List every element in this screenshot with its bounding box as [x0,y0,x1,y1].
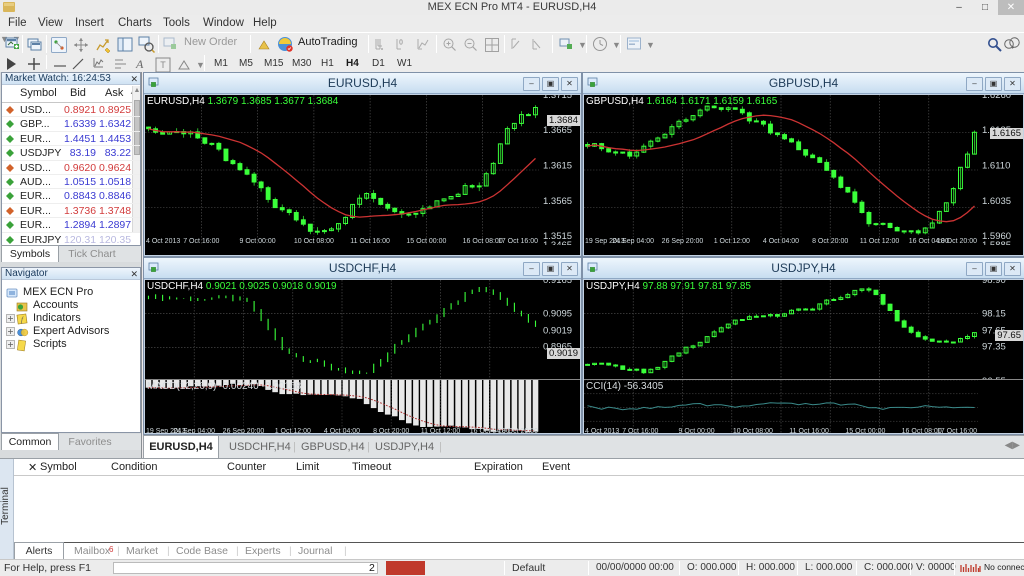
svg-text:24 Sep 04:00: 24 Sep 04:00 [173,428,215,433]
svg-text:11 Oct 16:00: 11 Oct 16:00 [789,428,829,433]
svg-text:4 Oct 2013: 4 Oct 2013 [146,238,180,245]
svg-text:11 Oct 16:00: 11 Oct 16:00 [350,238,390,245]
svg-text:11 Oct 12:00: 11 Oct 12:00 [860,238,900,245]
svg-text:26 Sep 20:00: 26 Sep 20:00 [662,238,704,245]
svg-text:97.35: 97.35 [982,342,1006,353]
svg-text:16 Oct 08:00: 16 Oct 08:00 [463,238,503,245]
svg-text:0.9165: 0.9165 [543,280,572,286]
svg-text:15 Oct 00:00: 15 Oct 00:00 [406,238,446,245]
svg-text:18 Oct 20:00: 18 Oct 20:00 [937,238,977,245]
svg-text:1 Oct 12:00: 1 Oct 12:00 [275,428,311,433]
svg-text:1.6110: 1.6110 [982,161,1010,172]
svg-text:17 Oct 16:00: 17 Oct 16:00 [937,428,977,433]
svg-text:1.3565: 1.3565 [543,196,572,207]
svg-text:15 Oct 00:00: 15 Oct 00:00 [845,428,885,433]
svg-text:16 Oct 08:00: 16 Oct 08:00 [902,428,942,433]
svg-text:1.3465: 1.3465 [543,240,572,245]
svg-text:0.9019: 0.9019 [543,326,572,337]
svg-text:8 Oct 20:00: 8 Oct 20:00 [373,428,409,433]
svg-text:98.90: 98.90 [982,280,1006,286]
svg-text:9 Oct 00:00: 9 Oct 00:00 [678,428,714,433]
svg-text:T: T [160,60,166,70]
svg-text:10 Oct 08:00: 10 Oct 08:00 [294,238,334,245]
svg-text:8 Oct 20:00: 8 Oct 20:00 [812,238,848,245]
svg-text:1 Oct 12:00: 1 Oct 12:00 [714,238,750,245]
svg-text:11 Oct 12:00: 11 Oct 12:00 [421,428,461,433]
svg-text:4 Oct 04:00: 4 Oct 04:00 [763,238,799,245]
svg-text:9 Oct 00:00: 9 Oct 00:00 [239,238,275,245]
svg-text:26 Sep 20:00: 26 Sep 20:00 [223,428,265,433]
svg-text:17 Oct 16:00: 17 Oct 16:00 [498,238,538,245]
svg-text:4 Oct 04:00: 4 Oct 04:00 [324,428,360,433]
svg-text:24 Sep 04:00: 24 Sep 04:00 [612,238,654,245]
svg-text:7 Oct 16:00: 7 Oct 16:00 [622,428,658,433]
svg-text:1.5885: 1.5885 [982,240,1011,245]
svg-text:18 Oct 20:00: 18 Oct 20:00 [498,428,538,433]
svg-text:1.6035: 1.6035 [982,196,1011,207]
svg-text:10 Oct 08:00: 10 Oct 08:00 [733,428,773,433]
svg-text:1.6260: 1.6260 [982,95,1011,101]
svg-text:7 Oct 16:00: 7 Oct 16:00 [183,238,219,245]
svg-text:1.3665: 1.3665 [543,125,572,136]
svg-text:0.9095: 0.9095 [543,308,572,319]
svg-text:98.15: 98.15 [982,308,1006,319]
svg-text:4 Oct 2013: 4 Oct 2013 [585,428,619,433]
svg-text:1.3715: 1.3715 [543,95,572,101]
svg-text:1.3615: 1.3615 [543,161,572,172]
